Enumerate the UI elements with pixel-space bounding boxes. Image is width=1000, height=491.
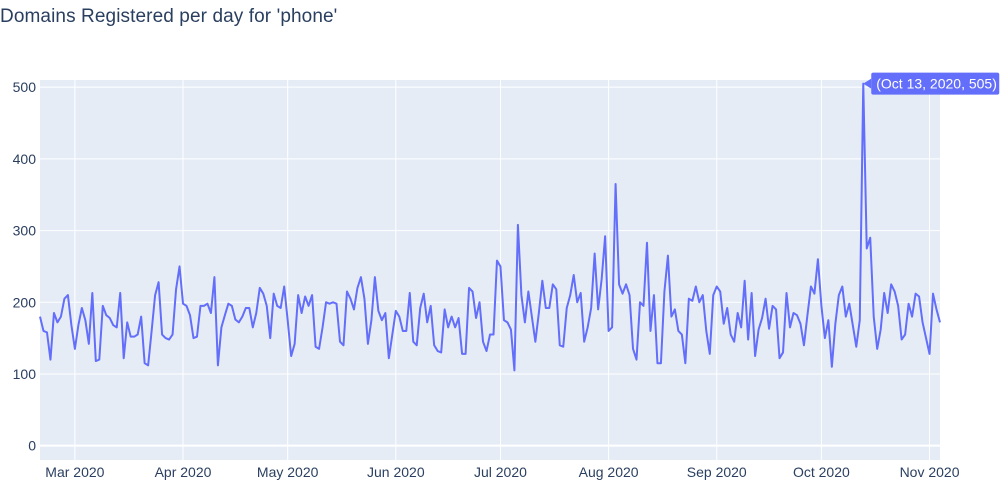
axis-labels: 0 100 200 300 400 500 Mar 2020 Apr 2020 May 2020… [13,79,960,480]
x-tick-label: May 2020 [257,464,319,480]
x-tick-label: Apr 2020 [155,464,212,480]
tooltip-box [871,72,1000,95]
tooltip-pointer [863,78,872,89]
tooltip-label: (Oct 13, 2020, 505) [876,76,997,92]
series-line [39,82,941,372]
series-layer [39,82,941,372]
y-tick-label: 200 [13,294,37,310]
y-tick-label: 300 [13,223,37,239]
y-tick-label: 100 [13,366,37,382]
x-tick-label: Nov 2020 [900,464,960,480]
x-tick-label: Aug 2020 [579,464,639,480]
x-tick-label: Jul 2020 [474,464,527,480]
y-tick-label: 0 [28,438,36,454]
grid-layer [40,80,940,460]
x-tick-label: Jun 2020 [367,464,425,480]
x-tick-label: Oct 2020 [793,464,850,480]
x-tick-label: Mar 2020 [45,464,104,480]
y-tick-label: 400 [13,151,37,167]
x-tick-label: Sep 2020 [687,464,747,480]
y-tick-label: 500 [13,79,37,95]
plot-background [40,80,940,460]
chart-title: Domains Registered per day for 'phone' [0,6,338,27]
hover-layer: (Oct 13, 2020, 505) [863,72,1000,95]
